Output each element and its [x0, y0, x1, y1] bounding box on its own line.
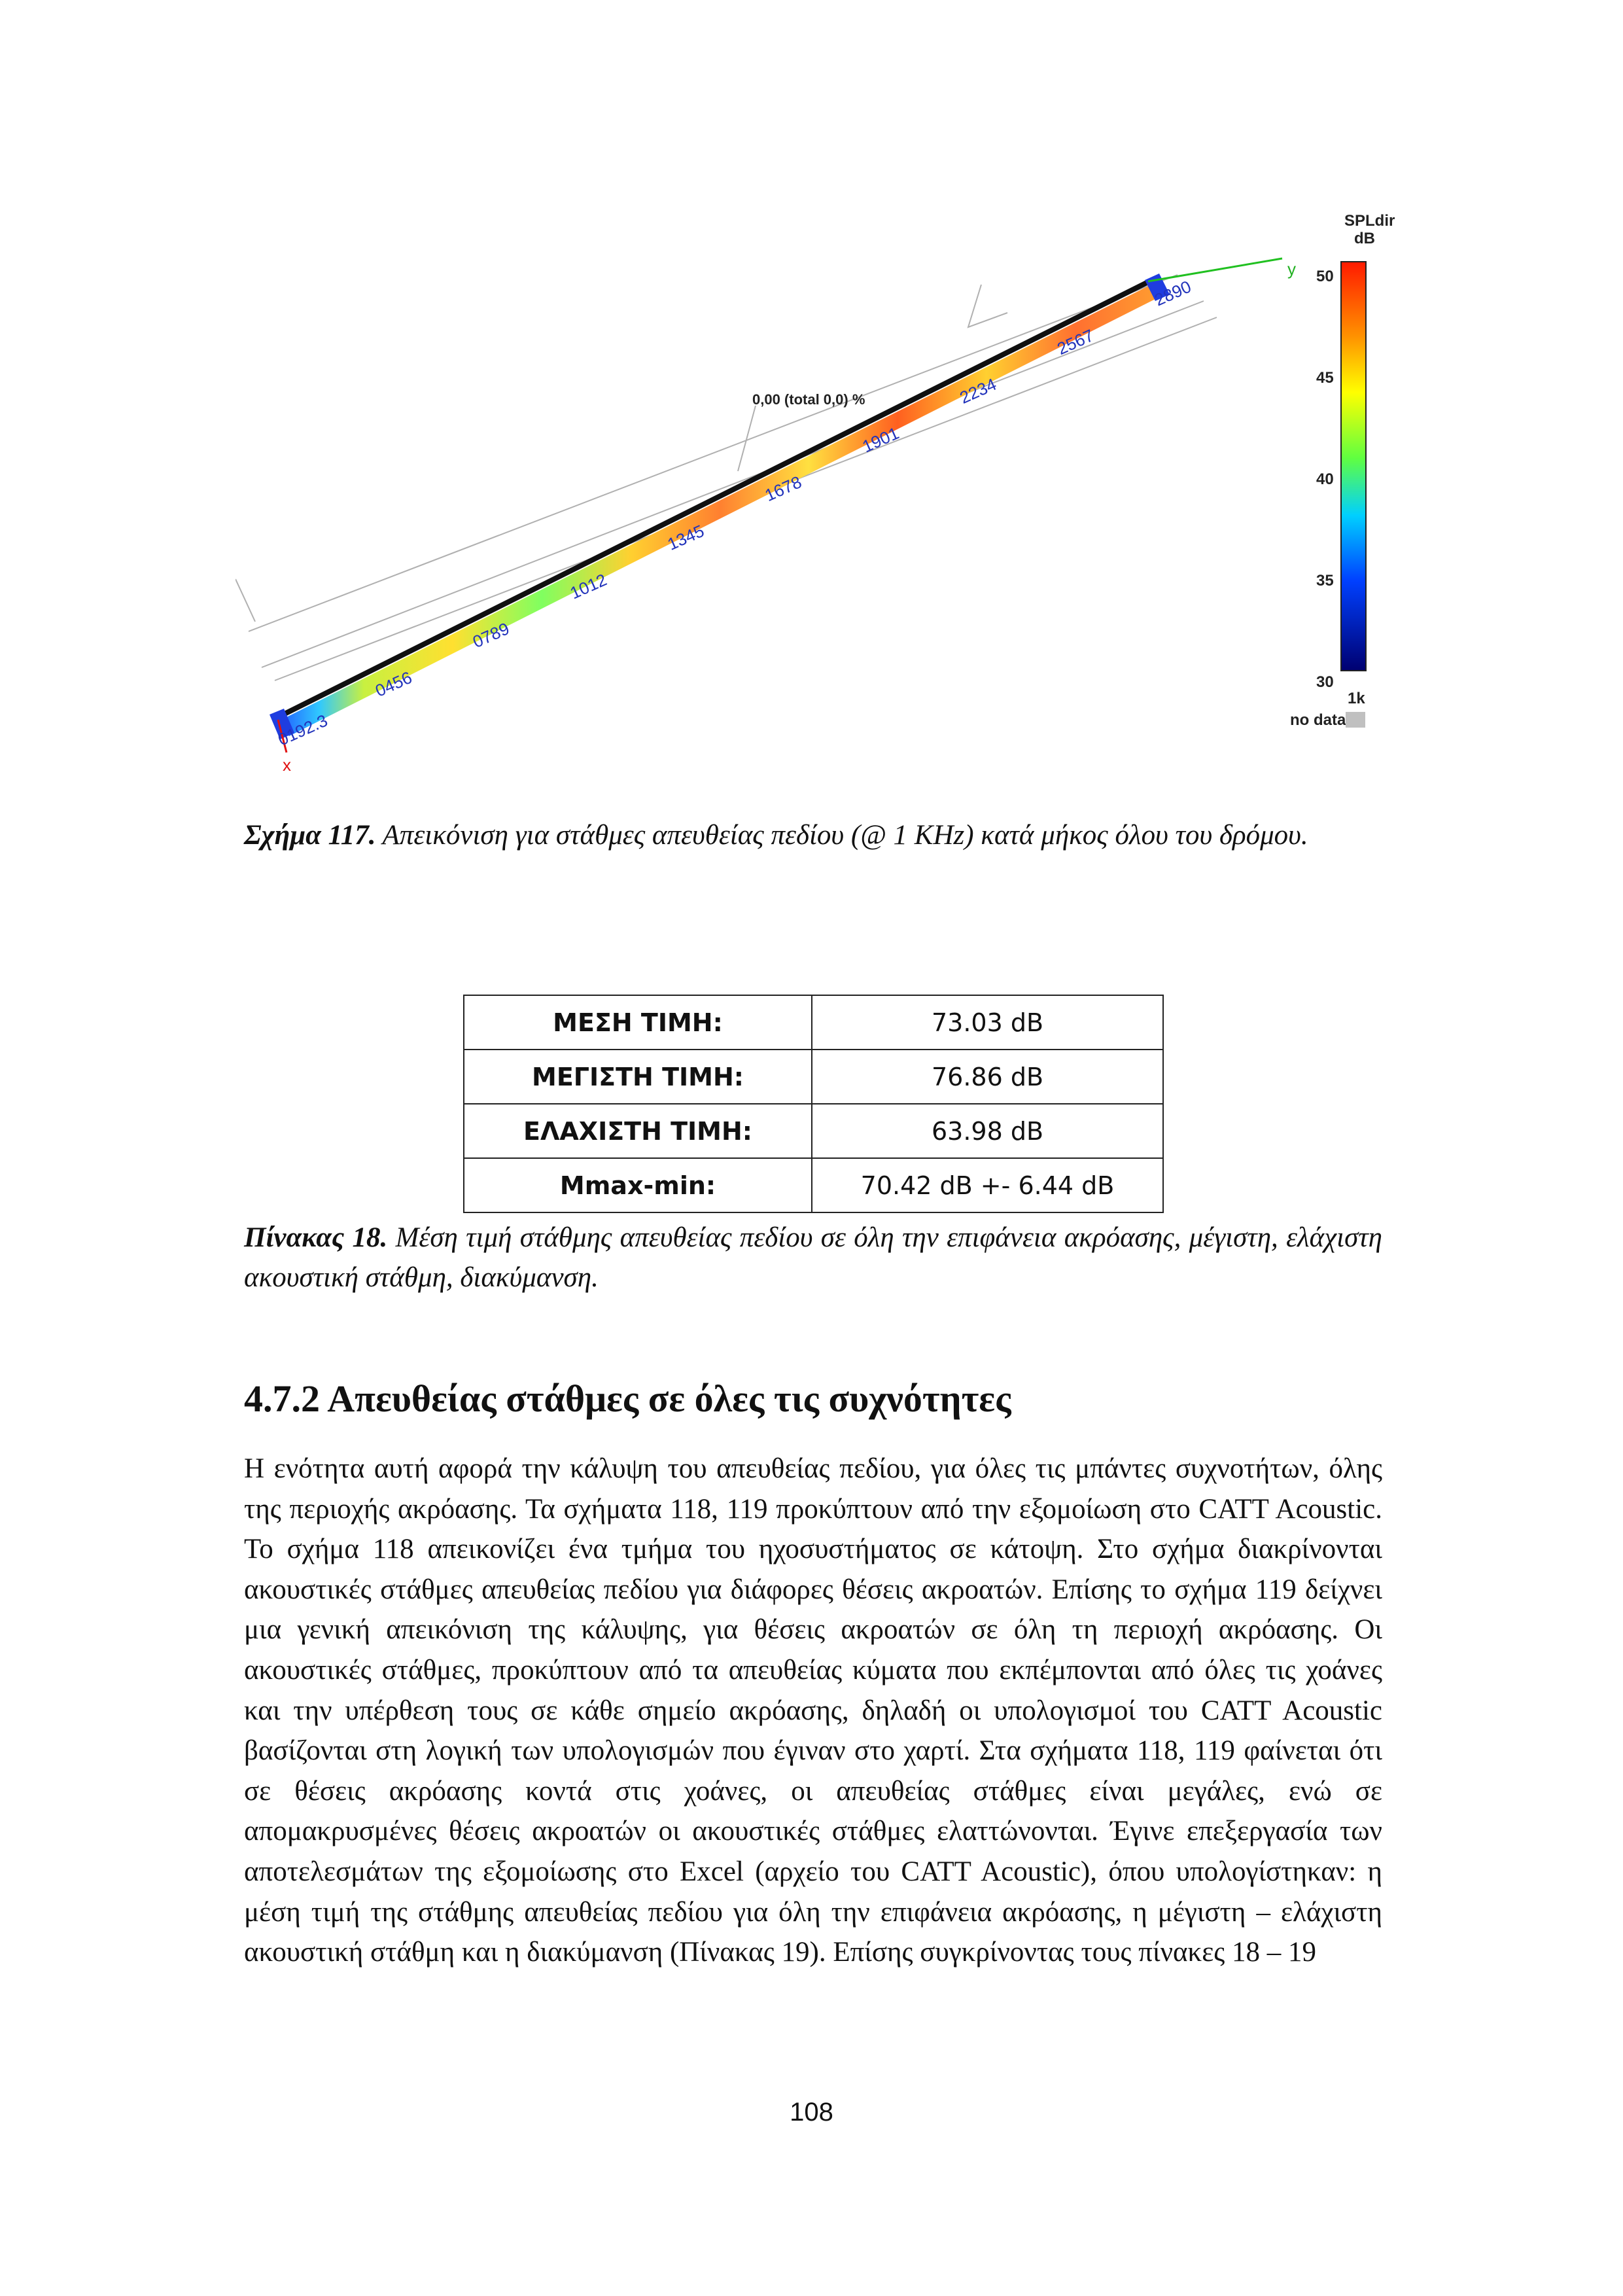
x-axis-line: [277, 719, 288, 753]
table-value: 73.03 dB: [811, 995, 1164, 1050]
table-row: Mmax-min: 70.42 dB +- 6.44 dB: [463, 1157, 1164, 1213]
colorbar-nodata-label: no data:: [1290, 711, 1351, 729]
colorbar-tick: 35: [1316, 572, 1334, 590]
colorbar-tick: 40: [1316, 470, 1334, 488]
axes: [1147, 257, 1283, 283]
colorbar-tick: 30: [1316, 673, 1334, 691]
table-row: ΜΕΓΙΣΤΗ ΤΙΜΗ: 76.86 dB: [463, 1049, 1164, 1104]
table-caption-label: Πίνακας 18.: [244, 1222, 388, 1253]
figure-caption-text: Απεικόνιση για στάθμες απευθείας πεδίου …: [382, 820, 1308, 851]
colorbar-band: 1k: [1348, 690, 1365, 707]
table-row: ΕΛΑΧΙΣΤΗ ΤΙΜΗ: 63.98 dB: [463, 1103, 1164, 1159]
stats-table: ΜΕΣΗ ΤΙΜΗ: 73.03 dB ΜΕΓΙΣΤΗ ΤΙΜΗ: 76.86 …: [463, 995, 1164, 1213]
axis-y-label: y: [1287, 259, 1296, 279]
figure-caption: Σχήμα 117. Απεικόνιση για στάθμες απευθε…: [244, 815, 1382, 855]
page-number: 108: [790, 2098, 833, 2127]
table-value: 70.42 dB +- 6.44 dB: [811, 1157, 1164, 1213]
section-heading: 4.7.2 Απευθείας στάθμες σε όλες τις συχν…: [244, 1377, 1011, 1420]
table-row: ΜΕΣΗ ΤΙΜΗ: 73.03 dB: [463, 995, 1164, 1050]
table-key: ΕΛΑΧΙΣΤΗ ΤΙΜΗ:: [463, 1103, 812, 1159]
colorbar-tick: 45: [1316, 369, 1334, 387]
colorbar-unit: dB: [1354, 230, 1375, 247]
table-caption-text: Μέση τιμή στάθμης απευθείας πεδίου σε όλ…: [244, 1222, 1383, 1293]
table-key: Mmax-min:: [463, 1157, 812, 1213]
spl-direct-map-figure: y x 0,00 (total 0,0) % 0192.304560789101…: [236, 212, 1395, 775]
table-key: ΜΕΓΙΣΤΗ ΤΙΜΗ:: [463, 1049, 812, 1104]
table-key: ΜΕΣΗ ΤΙΜΗ:: [463, 995, 812, 1050]
colorbar-nodata-swatch: [1346, 712, 1365, 728]
table-caption: Πίνακας 18. Μέση τιμή στάθμης απευθείας …: [244, 1218, 1382, 1298]
colorbar-title: SPLdir: [1344, 212, 1395, 230]
table-value: 76.86 dB: [811, 1049, 1164, 1104]
colorbar-scale: [1340, 261, 1367, 671]
table-value: 63.98 dB: [811, 1103, 1164, 1159]
road-strip: [270, 274, 1170, 739]
colorbar: SPLdir dB 50 45 40 35 30 1k no data:: [1290, 212, 1395, 729]
section-body: Η ενότητα αυτή αφορά την κάλυψη του απευ…: [244, 1453, 1382, 1968]
colorbar-tick: 50: [1316, 268, 1334, 285]
coverage-annotation: 0,00 (total 0,0) %: [752, 391, 865, 408]
axis-x-label: x: [283, 755, 291, 775]
figure-caption-label: Σχήμα 117.: [244, 820, 376, 851]
